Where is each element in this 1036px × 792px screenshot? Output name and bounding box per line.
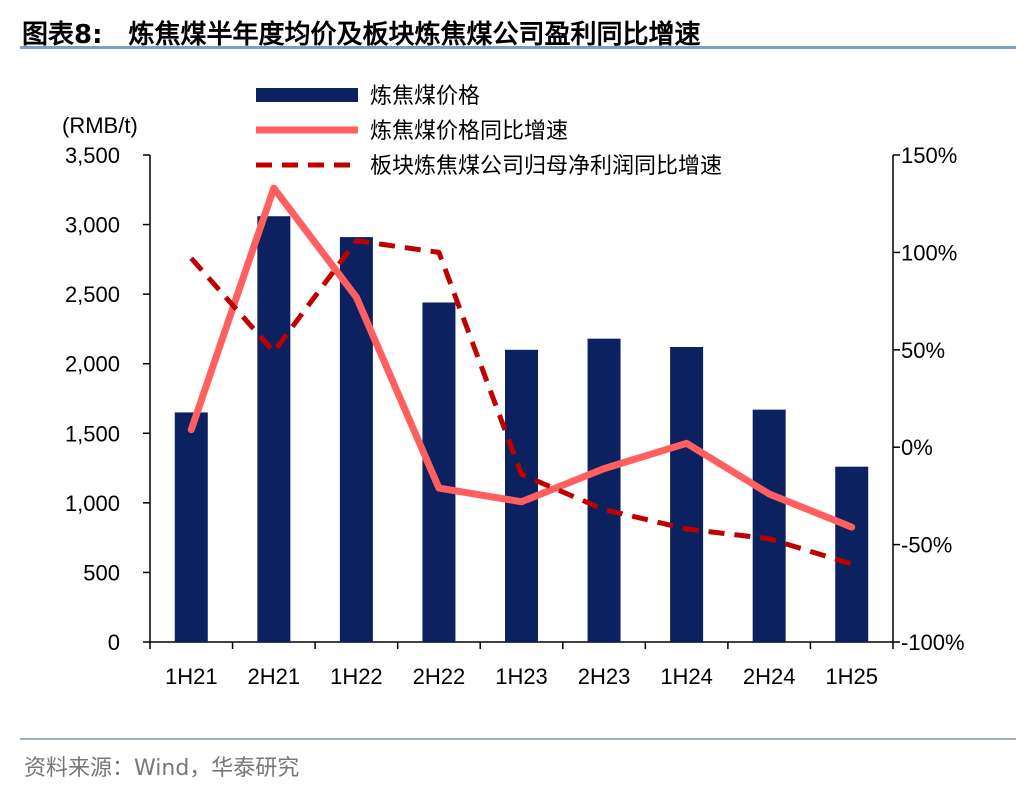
- axes: 0 500 1,000 1,500 2,000 2,500 3,000 3,500 (RMB/t…: [62, 113, 965, 689]
- left-tick-label: 0: [108, 630, 120, 655]
- price-bar: [587, 338, 621, 642]
- x-tick-label: 1H22: [330, 664, 383, 689]
- left-tick-label: 1,000: [65, 491, 120, 516]
- right-tick-label: -100%: [901, 630, 965, 655]
- price-bar: [257, 216, 291, 643]
- left-axis-label: (RMB/t): [62, 113, 138, 138]
- price-bar: [752, 409, 786, 642]
- right-tick-label: -50%: [901, 533, 952, 558]
- right-tick-label: 100%: [901, 240, 957, 265]
- right-tick-label: 50%: [901, 338, 945, 363]
- source-note: 资料来源：Wind，华泰研究: [24, 756, 300, 781]
- x-tick-label: 1H25: [825, 664, 878, 689]
- legend-label: 板块炼焦煤公司归母净利润同比增速: [370, 154, 722, 179]
- x-tick-label: 1H24: [660, 664, 713, 689]
- x-tick-label: 1H21: [165, 664, 218, 689]
- price-yoy-line: [187, 184, 856, 531]
- x-tick-label: 2H23: [578, 664, 631, 689]
- price-bar: [670, 347, 704, 642]
- figure-number: 图表8:: [22, 20, 103, 50]
- left-tick-label: 1,500: [65, 421, 120, 446]
- profit-yoy-dashed-line: [189, 238, 853, 567]
- chart-title: 图表8: 炼焦煤半年度均价及板块炼焦煤公司盈利同比增速: [22, 14, 701, 51]
- figure-title: 炼焦煤半年度均价及板块炼焦煤公司盈利同比增速: [128, 20, 701, 50]
- left-tick-label: 2,000: [65, 352, 120, 377]
- title-rule: [20, 46, 1016, 49]
- legend-label: 炼焦煤价格: [370, 84, 480, 109]
- x-tick-label: 1H23: [495, 664, 548, 689]
- legend-bar-swatch: [256, 88, 358, 102]
- price-bar: [835, 466, 869, 642]
- left-tick-label: 3,500: [65, 143, 120, 168]
- x-tick-label: 2H24: [743, 664, 796, 689]
- left-tick-label: 3,000: [65, 213, 120, 238]
- left-tick-label: 500: [83, 560, 120, 585]
- right-tick-label: 150%: [901, 143, 957, 168]
- line-series: [187, 184, 856, 567]
- bar-series: [174, 216, 869, 643]
- right-tick-label: 0%: [901, 435, 933, 460]
- x-tick-label: 2H22: [413, 664, 466, 689]
- footer-rule: [20, 738, 1016, 740]
- price-bar: [174, 412, 208, 642]
- x-tick-label: 2H21: [248, 664, 301, 689]
- price-bar: [422, 302, 456, 642]
- legend-label: 炼焦煤价格同比增速: [370, 119, 568, 144]
- chart-canvas: 0 500 1,000 1,500 2,000 2,500 3,000 3,500 (RMB/t…: [62, 84, 965, 689]
- left-tick-label: 2,500: [65, 282, 120, 307]
